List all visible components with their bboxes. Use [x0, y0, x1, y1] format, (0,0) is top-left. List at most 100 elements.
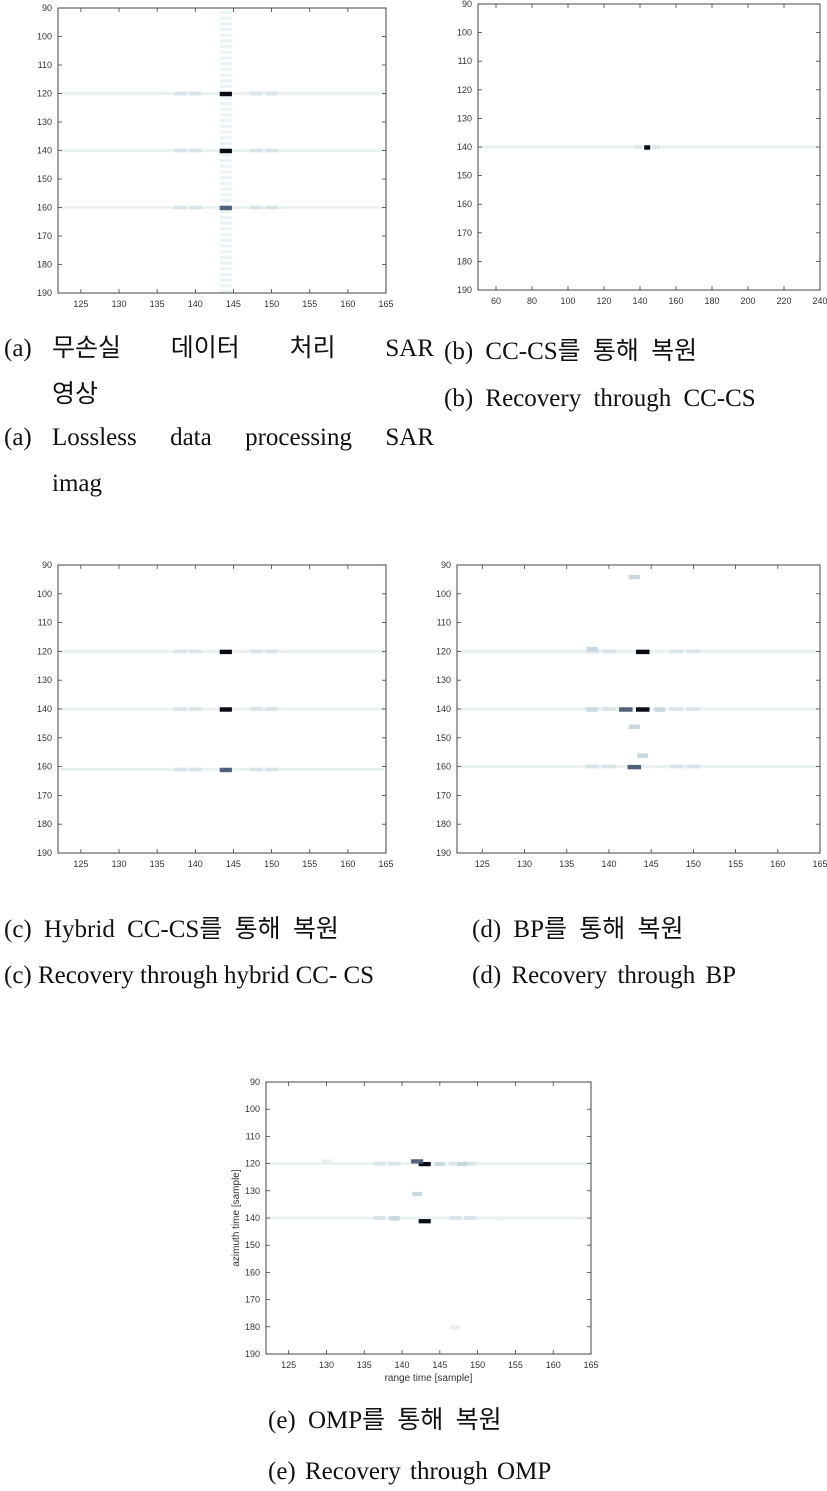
data-point-0	[418, 1161, 431, 1167]
sidelobe-seg-1-0	[173, 707, 187, 711]
heatmap-chart-c: 90 100 110 120 130 140 150 160 170 180 190 125 130 13…	[37, 560, 394, 869]
y-tick-label-3: 120	[245, 1159, 260, 1169]
data-point-0	[644, 145, 651, 150]
sidelobe-col-cell	[220, 284, 232, 288]
x-tick-label-0: 125	[281, 1360, 296, 1370]
data-point-0	[635, 649, 650, 655]
x-tick-label-7: 160	[340, 859, 355, 869]
y-tick-label-3: 120	[436, 646, 451, 656]
x-tick-label-4: 140	[632, 296, 647, 306]
y-tick-label-0: 90	[42, 3, 52, 13]
sidelobe-seg-1-1	[602, 707, 616, 711]
sidelobe-col-cell	[220, 198, 232, 202]
sidelobe-seg-0-3	[265, 649, 278, 654]
y-tick-label-2: 110	[38, 618, 52, 628]
x-tick-label-7: 160	[770, 859, 785, 869]
caption-e-english: (e) Recovery through OMP	[268, 1458, 552, 1485]
x-tick-label-4: 145	[226, 859, 241, 869]
sidelobe-col-cell	[220, 130, 232, 134]
x-tick-label-1: 130	[112, 859, 127, 869]
sidelobe-col-cell	[220, 50, 232, 54]
x-tick-label-3: 140	[601, 859, 616, 869]
x-tick-label-2: 100	[560, 296, 575, 306]
data-point-4	[628, 574, 640, 580]
y-tick-label-7: 160	[457, 199, 472, 209]
y-tick-label-6: 150	[457, 171, 472, 181]
sidelobe-seg-1-3	[686, 707, 701, 711]
sidelobe-col-cell	[220, 107, 232, 111]
data-point-9	[628, 724, 640, 730]
x-tick-label-4: 145	[432, 1360, 447, 1370]
sidelobe-col-cell	[220, 102, 232, 106]
x-tick-label-5: 150	[470, 1360, 485, 1370]
x-tick-label-5: 150	[686, 859, 701, 869]
data-point-0	[219, 91, 232, 97]
y-tick-label-0: 90	[250, 1077, 260, 1087]
sidelobe-seg-0-0	[634, 145, 638, 149]
x-tick-label-1: 130	[517, 859, 532, 869]
sidelobe-seg-1-1	[189, 707, 202, 711]
y-tick-label-8: 170	[245, 1295, 260, 1305]
chart-panel-c: 90 100 110 120 130 140 150 160 170 180 190 125 130 13…	[0, 555, 400, 870]
caption-a-english-line1: Lossless data processing SAR	[52, 424, 434, 451]
data-point-2	[219, 205, 232, 211]
data-point-3	[619, 707, 633, 712]
y-tick-label-1: 100	[245, 1104, 260, 1114]
sidelobe-seg-0-3	[464, 1161, 477, 1166]
heatmap-chart-d: 90 100 110 120 130 140 150 160 170 180 190 125 130 13…	[436, 560, 827, 869]
x-tick-label-2: 135	[150, 859, 165, 869]
sidelobe-seg-2-3	[686, 764, 701, 769]
sidelobe-col-cell	[220, 176, 232, 180]
sidelobe-col-cell	[220, 250, 232, 254]
sidelobe-seg-0-1	[638, 145, 642, 149]
sidelobe-col-cell	[220, 227, 232, 231]
x-tick-label-7: 160	[546, 1360, 561, 1370]
y-tick-label-1: 100	[436, 589, 451, 599]
x-tick-label-6: 155	[302, 859, 317, 869]
y-tick-label-2: 110	[38, 60, 52, 70]
sidelobe-col-cell	[220, 22, 232, 26]
y-tick-label-4: 130	[37, 675, 52, 685]
x-tick-label-2: 135	[150, 299, 165, 309]
sidelobe-col-cell	[220, 278, 232, 282]
caption-a-korean-prefix: (a)	[4, 335, 32, 362]
sidelobe-seg-2-3	[265, 767, 278, 772]
y-tick-label-8: 170	[457, 228, 472, 238]
sidelobe-seg-1-3	[464, 1216, 477, 1220]
sidelobe-seg-0-1	[388, 1161, 401, 1166]
sidelobe-col-cell	[220, 96, 232, 100]
sidelobe-seg-0-0	[173, 91, 187, 96]
sidelobe-col-cell	[220, 255, 232, 259]
sidelobe-seg-0-0	[173, 649, 187, 654]
y-tick-label-0: 90	[441, 560, 451, 570]
y-tick-label-3: 120	[457, 85, 472, 95]
x-tick-label-6: 155	[508, 1360, 523, 1370]
sidelobe-seg-0-3	[265, 91, 278, 96]
sidelobe-col-cell	[220, 221, 232, 225]
heatmap-chart-a: 90 100 110 120 130 140 150 160 170 180 190 125 130 13…	[37, 3, 394, 309]
y-tick-label-2: 110	[246, 1131, 260, 1141]
y-tick-label-4: 130	[37, 117, 52, 127]
chart-panel-a: 90 100 110 120 130 140 150 160 170 180 190 125 130 13…	[0, 0, 400, 309]
y-tick-label-2: 110	[458, 56, 472, 66]
y-tick-label-7: 160	[436, 762, 451, 772]
data-point-2	[219, 767, 232, 773]
sidelobe-col-cell	[220, 261, 232, 265]
sidelobe-col-cell	[220, 290, 232, 294]
sidelobe-seg-2-1	[602, 764, 616, 769]
data-point-6	[586, 707, 598, 712]
x-tick-label-8: 165	[583, 1360, 598, 1370]
y-tick-label-9: 180	[245, 1322, 260, 1332]
sidelobe-seg-0-1	[189, 91, 202, 96]
x-tick-label-5: 150	[264, 859, 279, 869]
sidelobe-seg-0-1	[602, 649, 616, 654]
x-tick-label-6: 180	[704, 296, 719, 306]
data-point-1	[219, 707, 232, 712]
sidelobe-row-1	[268, 1216, 589, 1220]
x-tick-label-1: 130	[319, 1360, 334, 1370]
sidelobe-seg-2-2	[669, 764, 684, 769]
y-tick-label-10: 190	[457, 285, 472, 295]
y-tick-label-10: 190	[436, 848, 451, 858]
heatmap-chart-b: 90 100 110 120 130 140 150 160 170 180 190 60 80 100 1…	[457, 0, 827, 306]
sidelobe-seg-1-2	[448, 1216, 461, 1220]
